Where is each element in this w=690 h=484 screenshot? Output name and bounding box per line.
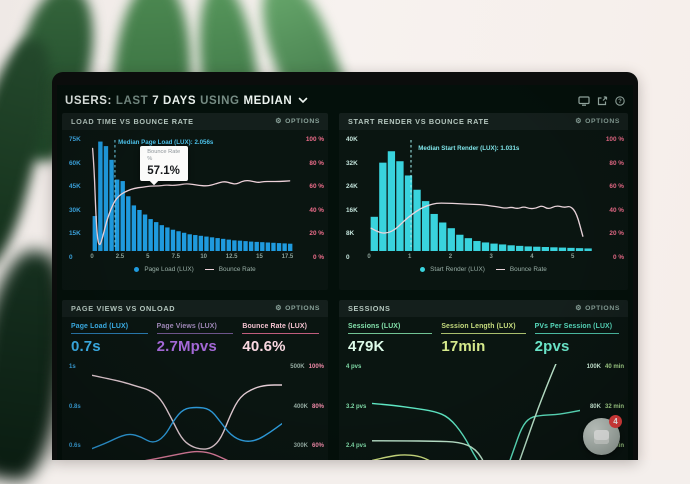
dashboard-grid: LOAD TIME VS BOUNCE RATE ⚙ OPTIONS 75K 60…: [60, 112, 630, 460]
app-header: USERS: LAST 7 DAYS USING MEDIAN ?: [60, 89, 630, 112]
metric-underline: [348, 333, 433, 334]
metric-underline: [71, 333, 148, 334]
chat-widget-button[interactable]: 4: [583, 415, 622, 455]
panel-page-views-vs-onload: PAGE VIEWS VS ONLOAD ⚙ OPTIONS Page Load…: [62, 300, 328, 460]
metric-page-load: Page Load (LUX) 0.7s: [71, 323, 148, 355]
legend-line-icon: [495, 268, 505, 271]
metric-underline: [242, 333, 319, 334]
notification-badge: 4: [609, 415, 622, 428]
metric-sessions: Sessions (LUX) 479K: [348, 323, 433, 355]
laptop-bezel: USERS: LAST 7 DAYS USING MEDIAN ? LOAD T…: [52, 72, 638, 460]
metric-bounce-rate: Bounce Rate (LUX) 40.6%: [242, 323, 319, 355]
median-annotation: Median Start Render (LUX): 1.031s: [418, 145, 520, 152]
median-annotation: Median Page Load (LUX): 2.056s: [118, 139, 214, 146]
y-axis-right: 100 % 80 % 60 % 40 % 20 % 0 %: [605, 136, 624, 261]
panel-title: PAGE VIEWS VS ONLOAD: [71, 304, 176, 313]
dim-text: LAST: [115, 94, 149, 107]
panel-title: LOAD TIME VS BOUNCE RATE: [71, 117, 194, 126]
panel-title: START RENDER VS BOUNCE RATE: [348, 117, 490, 126]
panel-start-render-vs-bounce-rate: START RENDER VS BOUNCE RATE ⚙ OPTIONS 40…: [339, 113, 628, 290]
metric-underline: [441, 333, 526, 334]
tooltip-value: 57.1%: [147, 164, 180, 177]
gear-icon: ⚙: [575, 118, 583, 125]
metric-pvs-per-session: PVs Per Session (LUX) 2pvs: [534, 323, 619, 355]
users-label: USERS:: [65, 94, 112, 107]
dashboard-screen: USERS: LAST 7 DAYS USING MEDIAN ? LOAD T…: [57, 85, 633, 460]
metric-value: 17min: [441, 338, 486, 355]
metrics-row: Sessions (LUX) 479K Session Length (LUX)…: [339, 317, 628, 357]
y-axis-left: 40K 32K 24K 16K 8K 0: [346, 136, 358, 261]
metric-value: 2pvs: [534, 338, 570, 355]
metric-value: 479K: [348, 338, 385, 355]
metric-session-length: Session Length (LUX) 17min: [441, 323, 526, 355]
gear-icon: ⚙: [275, 305, 283, 312]
options-button[interactable]: ⚙ OPTIONS: [575, 305, 620, 312]
load-time-histogram[interactable]: [92, 137, 293, 251]
chevron-down-icon: [298, 97, 308, 104]
panel-title: SESSIONS: [348, 304, 391, 313]
metric-value: 2.7Mpvs: [156, 338, 217, 355]
panel-sessions: SESSIONS ⚙ OPTIONS Sessions (LUX) 479K S…: [339, 300, 628, 460]
legend-dot-icon: [134, 267, 140, 272]
gear-icon: ⚙: [275, 118, 283, 125]
legend-dot-icon: [420, 267, 426, 272]
panel-load-time-vs-bounce-rate: LOAD TIME VS BOUNCE RATE ⚙ OPTIONS 75K 60…: [62, 113, 328, 290]
svg-text:?: ?: [618, 99, 622, 105]
metric-underline: [534, 333, 619, 334]
timeframe-dropdown[interactable]: USERS: LAST 7 DAYS USING MEDIAN: [65, 95, 308, 107]
chart-legend: Page Load (LUX) Bounce Rate: [62, 262, 328, 273]
display-icon[interactable]: [578, 95, 590, 106]
aggregation-text: MEDIAN: [243, 94, 293, 107]
sessions-line-chart[interactable]: [372, 364, 580, 460]
metric-value: 0.7s: [71, 338, 101, 355]
metric-value: 40.6%: [242, 338, 286, 355]
y-axis-right: 100 % 80 % 60 % 40 % 20 % 0 %: [305, 136, 324, 261]
metric-underline: [156, 333, 234, 334]
chat-window-icon: [594, 429, 609, 444]
metric-page-views: Page Views (LUX) 2.7Mpvs: [156, 323, 234, 355]
options-button[interactable]: ⚙ OPTIONS: [575, 118, 620, 125]
bounce-rate-tooltip: Bounce Rate % 57.1%: [140, 146, 189, 181]
dim-text: USING: [200, 94, 240, 107]
help-icon[interactable]: ?: [615, 95, 625, 106]
start-render-histogram[interactable]: [369, 137, 593, 251]
metrics-row: Page Load (LUX) 0.7s Page Views (LUX) 2.…: [62, 317, 328, 357]
legend-line-icon: [204, 268, 214, 271]
y-axis-left: 75K 60K 45K 30K 15K 0: [69, 136, 81, 261]
y-axis-left: 1s0.8s0.6s0.4s: [69, 364, 81, 450]
gear-icon: ⚙: [575, 305, 583, 312]
share-icon[interactable]: [597, 95, 608, 106]
options-button[interactable]: ⚙ OPTIONS: [275, 305, 320, 312]
options-button[interactable]: ⚙ OPTIONS: [275, 118, 320, 125]
chart-legend: Start Render (LUX) Bounce Rate: [339, 262, 628, 273]
page-views-line-chart[interactable]: [92, 364, 282, 460]
x-axis: 0 2.5 5 7.5 10 12.5 15 17.5: [90, 254, 294, 260]
range-text: 7 DAYS: [152, 94, 197, 107]
